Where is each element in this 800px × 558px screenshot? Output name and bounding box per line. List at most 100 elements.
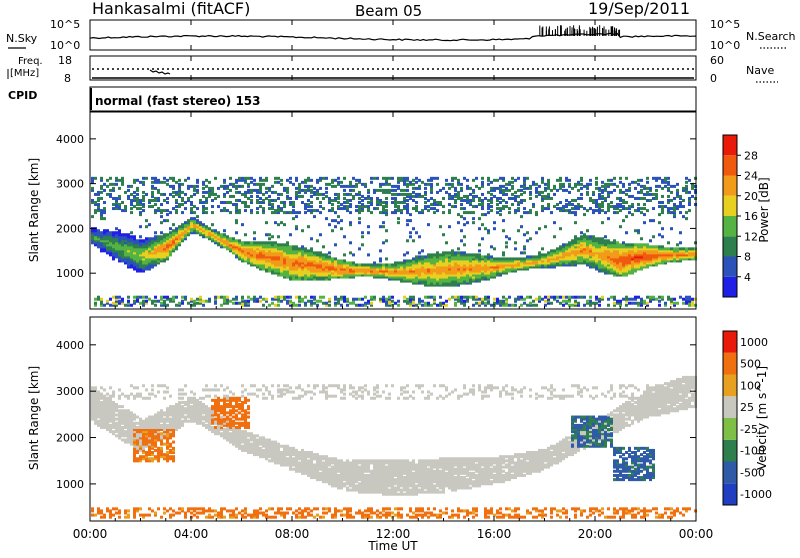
power-cell xyxy=(193,211,196,214)
power-cell xyxy=(391,193,394,196)
power-cell xyxy=(100,209,103,212)
power-cell xyxy=(208,181,211,184)
power-cell xyxy=(616,211,619,214)
velocity-cell xyxy=(106,393,109,396)
power-cell xyxy=(574,235,577,238)
power-cell xyxy=(376,263,379,266)
power-cell xyxy=(502,251,505,254)
power-cell xyxy=(94,298,97,301)
power-cell xyxy=(475,253,478,256)
power-cell xyxy=(352,261,355,264)
power-cell xyxy=(418,255,421,258)
power-cell xyxy=(445,179,448,182)
power-colorbar-tick-label: 4 xyxy=(744,271,751,284)
power-cell xyxy=(562,183,565,186)
power-cell xyxy=(364,205,367,208)
power-cell xyxy=(412,239,415,242)
power-cell xyxy=(625,177,628,180)
power-cell xyxy=(451,296,454,299)
power-cell xyxy=(328,255,331,258)
power-ylabel: Slant Range [km] xyxy=(27,158,41,262)
power-cell xyxy=(289,211,292,214)
power-cell xyxy=(268,207,271,210)
velocity-cell xyxy=(109,386,112,389)
power-cell xyxy=(556,179,559,182)
power-cell xyxy=(619,177,622,180)
power-cell xyxy=(316,239,319,242)
power-cell xyxy=(154,197,157,200)
power-cell xyxy=(145,177,148,180)
power-cell xyxy=(544,296,547,299)
power-cell xyxy=(265,233,268,236)
power-cell xyxy=(205,225,208,228)
power-cell xyxy=(586,300,589,303)
power-cell xyxy=(436,177,439,180)
power-cell xyxy=(316,179,319,182)
power-cell xyxy=(679,195,682,198)
power-cell xyxy=(139,235,142,238)
power-cell xyxy=(349,261,352,264)
power-cell xyxy=(229,211,232,214)
power-cell xyxy=(262,193,265,196)
power-cell xyxy=(241,223,244,226)
power-cell xyxy=(646,187,649,190)
velocity-cell xyxy=(94,514,97,517)
power-cell xyxy=(151,191,154,194)
power-cell xyxy=(661,227,664,230)
power-cell xyxy=(256,241,259,244)
power-cell xyxy=(643,221,646,224)
power-cell xyxy=(529,237,532,240)
power-cell xyxy=(328,251,331,254)
power-cell xyxy=(670,207,673,210)
power-cell xyxy=(427,209,430,212)
power-cell xyxy=(409,219,412,222)
power-cell xyxy=(250,189,253,192)
power-cell xyxy=(577,197,580,200)
power-cell xyxy=(250,241,253,244)
power-cell xyxy=(619,225,622,228)
power-cell xyxy=(406,183,409,186)
power-cell xyxy=(343,193,346,196)
power-cell xyxy=(325,217,328,220)
power-cell xyxy=(349,199,352,202)
power-cell xyxy=(523,191,526,194)
power-cell xyxy=(550,302,553,305)
power-cell xyxy=(268,241,271,244)
power-cell xyxy=(163,199,166,202)
power-cell xyxy=(172,229,175,232)
power-cell xyxy=(394,209,397,212)
power-cell xyxy=(280,207,283,210)
power-cell xyxy=(325,177,328,180)
power-cell xyxy=(280,193,283,196)
power-cell xyxy=(607,203,610,206)
power-cell xyxy=(247,205,250,208)
power-cell xyxy=(250,195,253,198)
power-cell xyxy=(136,179,139,182)
power-cell xyxy=(544,187,547,190)
velocity-cell xyxy=(130,411,133,414)
power-cell xyxy=(418,185,421,188)
power-cell xyxy=(256,189,259,192)
power-cell xyxy=(556,189,559,192)
power-cell xyxy=(313,209,316,212)
power-cell xyxy=(346,304,349,307)
power-cell xyxy=(367,205,370,208)
power-cell xyxy=(505,183,508,186)
power-cell xyxy=(631,302,634,305)
power-cell xyxy=(301,195,304,198)
power-cell xyxy=(472,211,475,214)
power-cell xyxy=(634,197,637,200)
colorbar-swatch xyxy=(723,216,737,236)
power-cell xyxy=(571,199,574,202)
colorbar-swatch xyxy=(723,135,737,155)
power-cell xyxy=(94,209,97,212)
power-cell xyxy=(388,177,391,180)
power-cell xyxy=(415,201,418,204)
power-cell xyxy=(148,205,151,208)
power-cell xyxy=(229,300,232,303)
power-cell xyxy=(649,239,652,242)
power-cell xyxy=(445,304,448,307)
power-cell xyxy=(337,177,340,180)
power-cell xyxy=(172,191,175,194)
power-cell xyxy=(589,296,592,299)
